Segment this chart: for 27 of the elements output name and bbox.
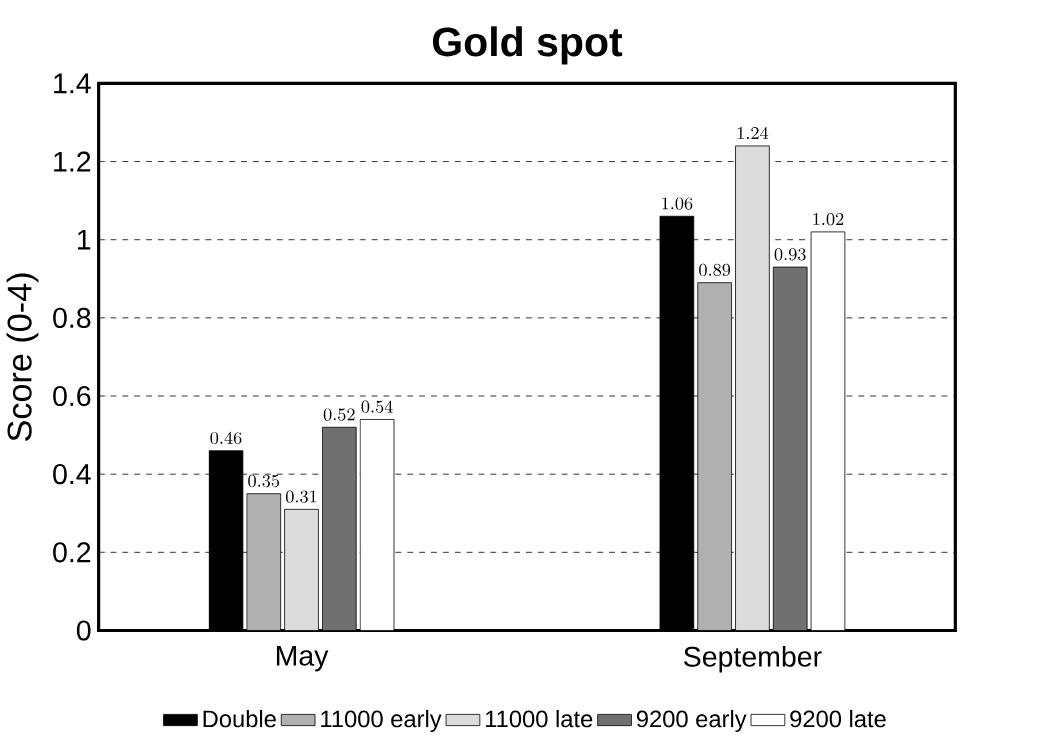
y-tick-label: 0 [76,620,91,641]
data-label: 1 .02 [813,213,844,226]
legend-label: 11000 late [485,710,593,728]
y-tick-label: 0.8 [53,307,91,329]
data-label: 0.31 [285,490,317,503]
data-label: 0.93 [774,248,806,261]
data-label: 1 .06 [662,197,693,210]
legend-label: 9200 early [636,710,747,733]
y-axis-title: Score (0-4) [6,273,39,442]
y-tick-label: 1 [77,230,91,250]
data-label: 0.35 [248,475,280,488]
y-tick-label: 0.2 [53,542,91,563]
x-tick-label: September [684,646,822,673]
legend-label: 11000 early [321,710,442,733]
data-label: 1 .24 [737,127,769,140]
legend-label: Double [203,710,276,728]
x-tick-label: May [276,646,329,672]
y-tick-label: 0.4 [53,464,91,485]
chart-title: Gold spot [432,26,623,65]
y-tick-label: 0.6 [53,386,91,407]
data-label: 0.46 [210,431,242,445]
y-tick-label: 1.4 [54,73,91,94]
y-tick-label: 1.2 [54,151,91,172]
data-label: 0.89 [699,263,731,277]
data-label: 0.54 [361,400,393,414]
legend-label: 9200 late [790,710,886,728]
data-label: 0.52 [323,408,355,421]
